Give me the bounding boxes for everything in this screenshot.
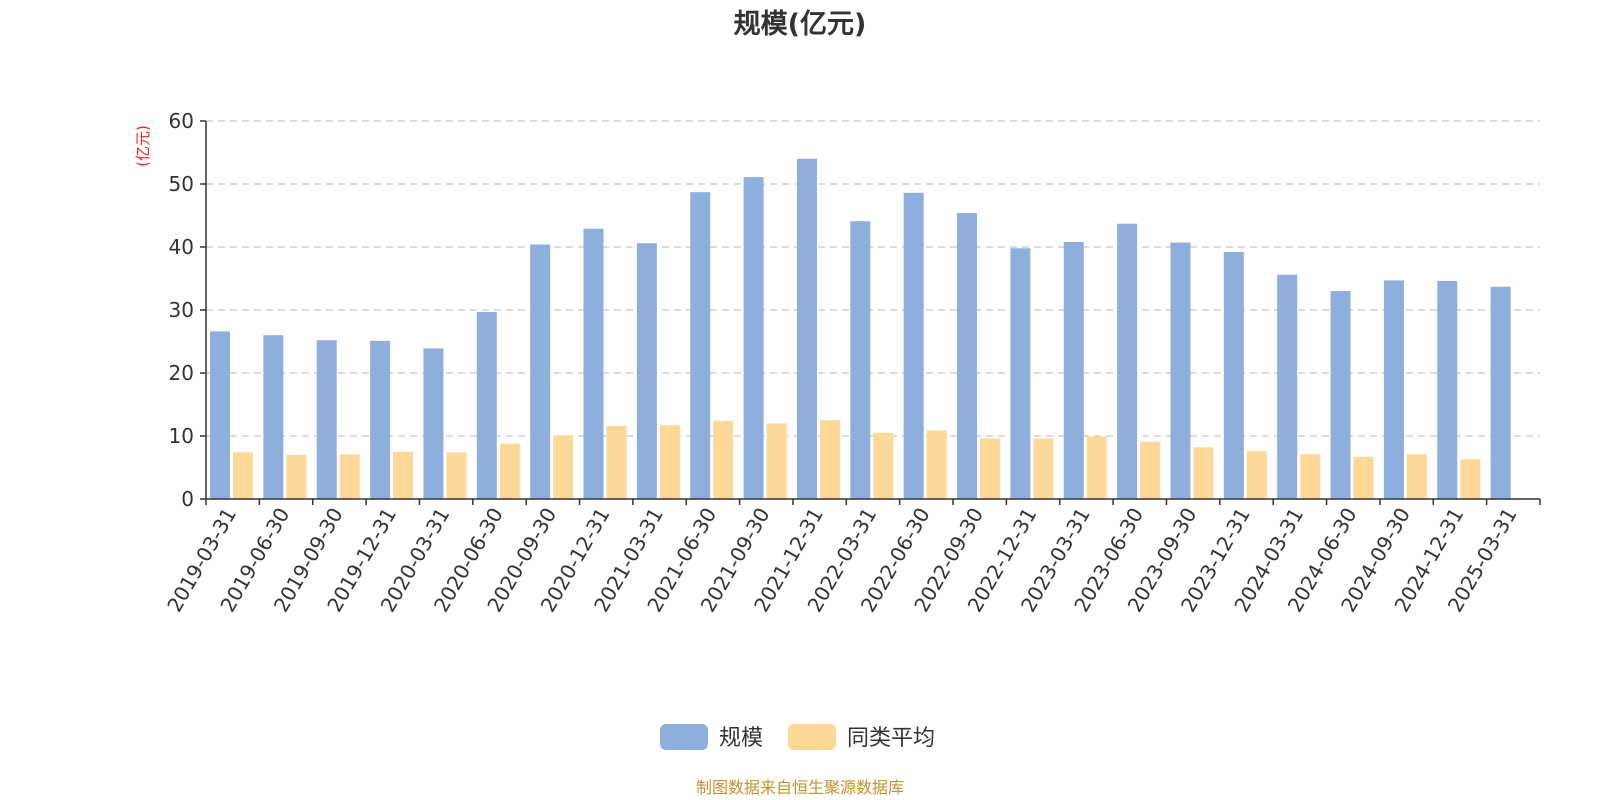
bar-scale[interactable]	[1117, 223, 1138, 499]
bar-group	[210, 158, 1511, 500]
legend[interactable]: 规模 同类平均	[660, 724, 935, 751]
bar-scale[interactable]	[1277, 274, 1298, 499]
bar-scale[interactable]	[1437, 281, 1458, 499]
bar-category-average[interactable]	[926, 430, 947, 499]
chart-title: 规模(亿元)	[734, 9, 867, 40]
bar-category-average[interactable]	[766, 423, 787, 499]
bar-scale[interactable]	[316, 340, 337, 499]
bar-category-average[interactable]	[1246, 451, 1267, 499]
y-tick-label: 30	[169, 298, 194, 322]
legend-item-category-average[interactable]: 同类平均	[788, 724, 935, 751]
bar-scale[interactable]	[850, 221, 871, 500]
legend-label: 规模	[719, 726, 763, 751]
bar-category-average[interactable]	[713, 420, 734, 499]
legend-item-scale[interactable]: 规模	[660, 724, 763, 751]
x-tick-labels: 2019-03-312019-06-302019-09-302019-12-31…	[162, 504, 1522, 617]
bar-category-average[interactable]	[446, 452, 467, 499]
bar-scale[interactable]	[423, 348, 444, 499]
bar-category-average[interactable]	[1406, 454, 1427, 499]
bar-category-average[interactable]	[980, 438, 1001, 499]
legend-swatch	[788, 724, 836, 750]
bar-category-average[interactable]	[393, 451, 414, 499]
bar-scale[interactable]	[210, 331, 230, 499]
y-tick-label: 0	[181, 487, 194, 511]
bar-category-average[interactable]	[553, 435, 574, 499]
bar-scale[interactable]	[1383, 280, 1404, 499]
bar-scale[interactable]	[796, 158, 817, 500]
bar-scale[interactable]	[370, 340, 391, 499]
bar-category-average[interactable]	[1086, 436, 1107, 499]
bar-category-average[interactable]	[286, 454, 307, 499]
axes	[200, 120, 1541, 505]
bar-scale[interactable]	[476, 311, 497, 499]
bar-category-average[interactable]	[339, 454, 360, 499]
bar-category-average[interactable]	[1353, 456, 1374, 499]
bar-scale[interactable]	[530, 244, 551, 499]
bar-category-average[interactable]	[606, 425, 627, 499]
y-tick-label: 10	[169, 424, 194, 448]
bar-scale[interactable]	[636, 243, 657, 499]
source-note: 制图数据来自恒生聚源数据库	[696, 778, 904, 797]
y-tick-label: 40	[169, 235, 194, 259]
bar-category-average[interactable]	[1460, 459, 1481, 499]
bar-scale[interactable]	[1223, 252, 1244, 499]
y-tick-label: 20	[169, 361, 194, 385]
bar-category-average[interactable]	[233, 452, 253, 499]
bar-scale[interactable]	[263, 335, 284, 499]
bar-scale[interactable]	[1010, 248, 1031, 499]
bar-category-average[interactable]	[1033, 438, 1054, 499]
y-tick-label: 50	[169, 172, 194, 196]
bar-category-average[interactable]	[873, 432, 894, 499]
legend-swatch	[660, 724, 708, 750]
y-tick-labels: 0 10 20 30 40 50 60	[169, 109, 194, 511]
bar-scale[interactable]	[690, 192, 711, 499]
bar-scale[interactable]	[743, 177, 764, 499]
y-tick-label: 60	[169, 109, 194, 133]
bar-scale[interactable]	[583, 228, 604, 500]
y-axis-unit-label: (亿元)	[134, 125, 152, 167]
bar-category-average[interactable]	[659, 425, 680, 499]
legend-label: 同类平均	[847, 726, 935, 751]
bar-scale[interactable]	[1063, 241, 1084, 499]
bar-category-average[interactable]	[1140, 441, 1161, 499]
bar-category-average[interactable]	[1193, 447, 1214, 499]
bar-scale[interactable]	[1490, 286, 1511, 499]
bar-scale[interactable]	[1170, 242, 1191, 499]
bar-category-average[interactable]	[1300, 454, 1321, 499]
bar-scale[interactable]	[1330, 291, 1351, 499]
bar-scale[interactable]	[957, 212, 978, 500]
bar-scale[interactable]	[903, 192, 924, 499]
bar-category-average[interactable]	[819, 420, 840, 499]
bar-category-average[interactable]	[499, 443, 520, 499]
